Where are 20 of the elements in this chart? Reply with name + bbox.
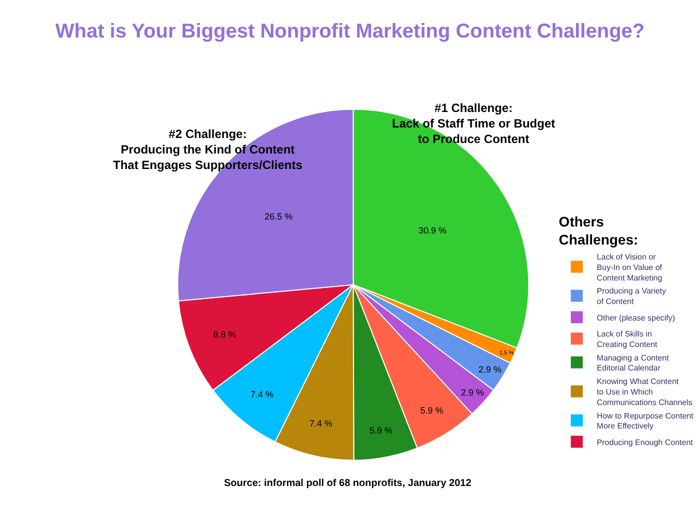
legend-label: How to Repurpose Content More Effectively xyxy=(596,411,694,431)
chart-title: What is Your Biggest Nonprofit Marketing Content Challenge? xyxy=(55,20,645,42)
data-label: 2.9 % xyxy=(460,388,484,398)
legend-label: Other (please specify) xyxy=(596,313,676,322)
data-label: 30.9 % xyxy=(418,225,447,236)
data-label: 5.9 % xyxy=(369,425,392,436)
legend-label: Lack of Skills in Creating Content xyxy=(596,330,658,349)
legend-label: Knowing What Content to Use in Which Communications Channels xyxy=(596,377,692,407)
legend-label: Lack of Vision or Buy-In on Value of Content Marketing xyxy=(596,252,663,282)
legend-label: Producing a Variety of Content xyxy=(596,286,666,306)
data-label: 7.4 % xyxy=(309,418,332,429)
source-note: Source: informal poll of 68 nonprofits, January 2012 xyxy=(224,478,472,489)
data-label: 5.9 % xyxy=(420,405,444,416)
legend-label: Managing a Content Editorial Calendar xyxy=(596,353,670,373)
data-label: 2.9 % xyxy=(478,364,502,374)
legend-title: Others Challenges: xyxy=(558,214,638,248)
data-label: 7.4 % xyxy=(250,389,274,400)
data-label: 26.5 % xyxy=(264,212,293,222)
legend-label: Producing Enough Content xyxy=(596,438,694,447)
data-label: 8.8 % xyxy=(213,329,236,340)
